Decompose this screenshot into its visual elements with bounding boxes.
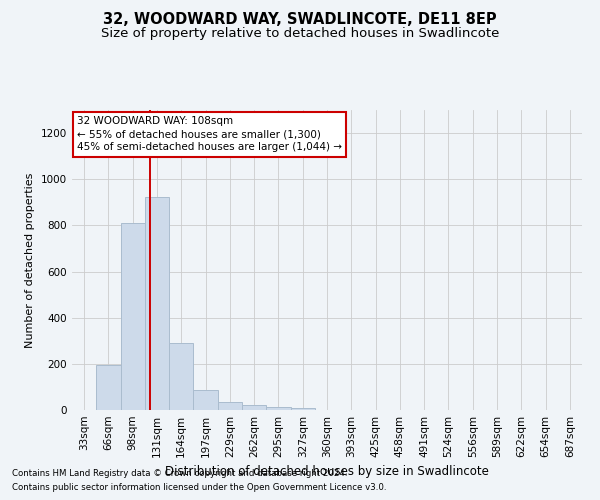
Bar	[169, 343, 193, 410]
Bar	[218, 402, 242, 410]
Text: Size of property relative to detached houses in Swadlincote: Size of property relative to detached ho…	[101, 28, 499, 40]
Text: 32, WOODWARD WAY, SWADLINCOTE, DE11 8EP: 32, WOODWARD WAY, SWADLINCOTE, DE11 8EP	[103, 12, 497, 28]
Y-axis label: Number of detached properties: Number of detached properties	[25, 172, 35, 348]
Bar	[96, 365, 121, 410]
Text: Contains HM Land Registry data © Crown copyright and database right 2024.: Contains HM Land Registry data © Crown c…	[12, 468, 347, 477]
X-axis label: Distribution of detached houses by size in Swadlincote: Distribution of detached houses by size …	[165, 466, 489, 478]
Bar	[266, 406, 290, 410]
Bar	[193, 390, 218, 410]
Bar	[242, 406, 266, 410]
Text: Contains public sector information licensed under the Open Government Licence v3: Contains public sector information licen…	[12, 484, 386, 492]
Text: 32 WOODWARD WAY: 108sqm
← 55% of detached houses are smaller (1,300)
45% of semi: 32 WOODWARD WAY: 108sqm ← 55% of detache…	[77, 116, 342, 152]
Bar	[145, 196, 169, 410]
Bar	[290, 408, 315, 410]
Bar	[121, 223, 145, 410]
